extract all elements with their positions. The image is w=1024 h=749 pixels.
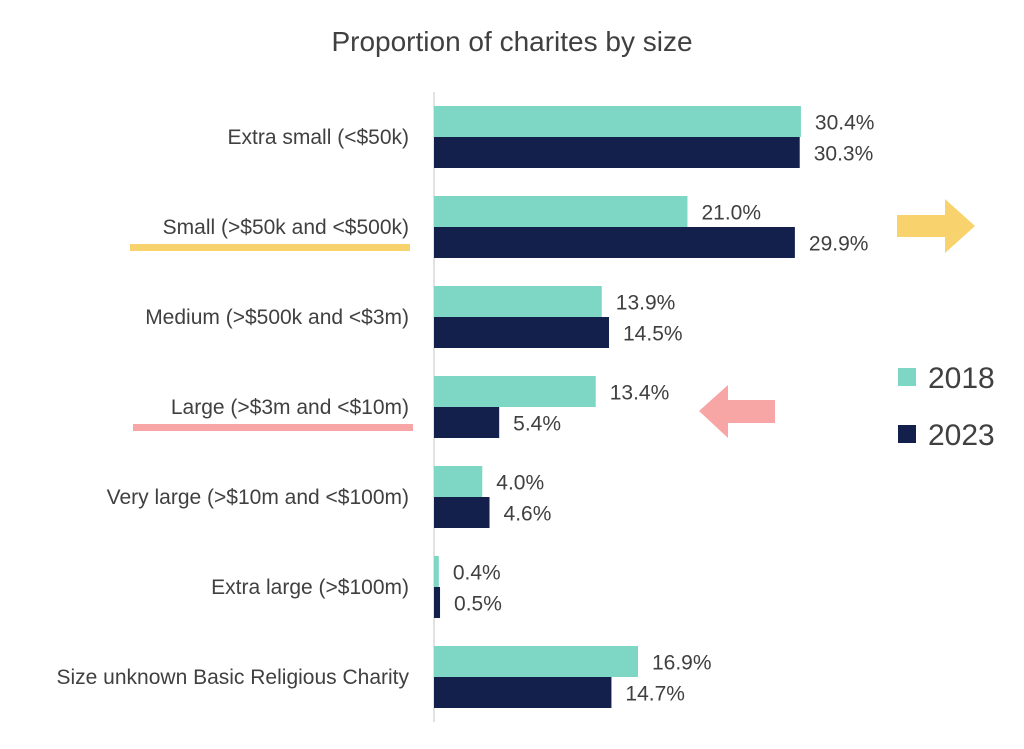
data-label-2018: 21.0%: [701, 202, 761, 225]
legend-swatch-2023: [898, 425, 916, 443]
bar-2018: [434, 466, 483, 497]
arrow-right-icon: [897, 199, 975, 253]
category-label: Extra large (>$100m): [211, 576, 409, 599]
data-label-2018: 16.9%: [652, 652, 712, 675]
bar-2018: [434, 376, 596, 407]
data-label-2023: 14.5%: [623, 323, 683, 346]
data-label-2023: 30.3%: [814, 143, 874, 166]
legend-label-2023: 2023: [928, 419, 995, 452]
data-label-2018: 4.0%: [496, 472, 544, 495]
data-label-2018: 13.4%: [610, 382, 670, 405]
data-label-2023: 4.6%: [504, 503, 552, 526]
category-label: Size unknown Basic Religious Charity: [57, 666, 410, 689]
bar-2023: [434, 227, 795, 258]
data-label-2023: 14.7%: [625, 683, 685, 706]
bar-2023: [434, 137, 800, 168]
bar-2023: [434, 497, 490, 528]
category-label: Medium (>$500k and <$3m): [145, 306, 409, 329]
bar-2023: [434, 587, 441, 618]
bar-2018: [434, 556, 439, 587]
bar-2018: [434, 646, 638, 677]
data-label-2018: 30.4%: [815, 112, 875, 135]
category-label: Large (>$3m and <$10m): [171, 396, 409, 419]
legend-swatch-2018: [898, 368, 916, 386]
category-label: Small (>$50k and <$500k): [163, 216, 409, 239]
data-label-2023: 0.5%: [454, 593, 502, 616]
data-label-2018: 13.9%: [616, 292, 676, 315]
data-label-2023: 5.4%: [513, 413, 561, 436]
bar-2023: [434, 407, 500, 438]
highlight-underline: [130, 244, 410, 251]
chart-title: Proportion of charites by size: [331, 26, 692, 57]
data-label-2018: 0.4%: [453, 562, 501, 585]
bar-2018: [434, 106, 801, 137]
bar-2023: [434, 317, 610, 348]
arrow-left-icon: [699, 385, 775, 438]
bar-2018: [434, 196, 688, 227]
highlight-underline: [133, 424, 413, 431]
bar-2023: [434, 677, 612, 708]
category-label: Very large (>$10m and <$100m): [107, 486, 409, 509]
category-label: Extra small (<$50k): [228, 126, 409, 149]
data-label-2023: 29.9%: [809, 233, 869, 256]
legend-label-2018: 2018: [928, 362, 995, 395]
bar-2018: [434, 286, 602, 317]
